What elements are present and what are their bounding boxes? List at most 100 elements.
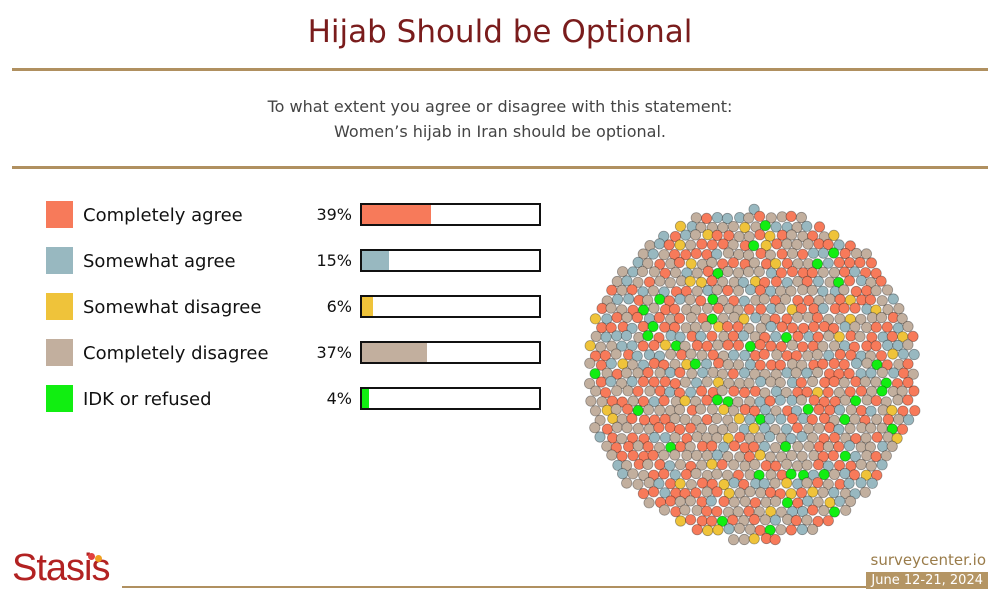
respondent-dot [659, 432, 672, 444]
respondent-dot [848, 469, 861, 481]
respondent-dot [674, 423, 686, 436]
respondent-dot [680, 249, 692, 261]
respondent-dot [701, 376, 713, 388]
respondent-dot [860, 469, 872, 481]
respondent-dot [738, 295, 750, 307]
respondent-dot [716, 515, 728, 527]
respondent-dot [844, 386, 856, 398]
respondent-dot [839, 450, 851, 462]
respondent-dot [775, 413, 787, 425]
respondent-dot [839, 413, 851, 426]
respondent-dot [722, 265, 734, 278]
respondent-dot [881, 284, 894, 296]
respondent-dot [780, 386, 792, 399]
respondent-dot [632, 478, 644, 490]
respondent-dot [817, 247, 829, 259]
respondent-dot [861, 394, 873, 406]
respondent-dot [833, 459, 846, 472]
respondent-dot [849, 395, 862, 407]
question-divider [12, 166, 988, 169]
respondent-dot [758, 293, 770, 305]
respondent-dot [833, 441, 845, 453]
respondent-dot [721, 212, 733, 225]
value-label: 6% [326, 297, 352, 316]
respondent-dot [673, 256, 686, 269]
respondent-dot [865, 367, 877, 379]
respondent-dot [844, 240, 856, 252]
respondent-dot [795, 211, 807, 224]
respondent-dot [669, 230, 682, 243]
respondent-dot [674, 478, 686, 490]
respondent-dot [732, 267, 744, 279]
respondent-dot [897, 348, 909, 360]
respondent-dot [803, 423, 815, 435]
site-link[interactable]: surveycenter.io [870, 551, 986, 569]
value-label: 4% [326, 389, 352, 408]
respondent-dot [737, 330, 750, 342]
respondent-dot [785, 524, 797, 536]
respondent-dot [702, 302, 714, 314]
respondent-dot [807, 504, 819, 516]
respondent-dot [702, 524, 714, 537]
respondent-dot [711, 229, 723, 242]
respondent-dot [786, 449, 798, 462]
respondent-dot [626, 376, 638, 388]
respondent-dot [886, 404, 898, 416]
respondent-dot [834, 495, 846, 507]
respondent-dot [605, 322, 617, 334]
respondent-dot [817, 486, 829, 498]
respondent-dot [670, 506, 682, 518]
respondent-dot [765, 505, 777, 518]
respondent-dot [590, 330, 602, 342]
legend-label: Somewhat disagree [83, 297, 262, 318]
respondent-dot [642, 330, 654, 342]
respondent-dot [616, 304, 628, 316]
respondent-dot [823, 349, 835, 361]
respondent-dot [620, 330, 633, 342]
respondent-dot [769, 423, 781, 436]
legend-swatch [46, 247, 73, 274]
respondent-dot [664, 277, 676, 289]
respondent-dot [589, 368, 601, 380]
respondent-dot [728, 311, 740, 323]
respondent-dot [881, 359, 893, 371]
respondent-dot [786, 413, 799, 425]
respondent-dot [834, 313, 846, 325]
respondent-dot [590, 385, 602, 397]
respondent-dot [754, 284, 766, 296]
respondent-dot [738, 367, 751, 379]
respondent-dot [611, 421, 623, 433]
respondent-dot [712, 339, 724, 351]
respondent-dot [611, 293, 624, 306]
respondent-dot [893, 413, 905, 425]
respondent-dot [786, 322, 799, 334]
respondent-dot [653, 311, 666, 324]
respondent-dot [770, 221, 782, 233]
respondent-dot [674, 404, 686, 416]
respondent-dot [875, 275, 887, 287]
respondent-dot [707, 366, 719, 378]
respondent-dot [765, 376, 777, 388]
respondent-dot [744, 523, 756, 535]
respondent-dot [749, 405, 761, 417]
respondent-dot [659, 339, 672, 351]
respondent-dot [790, 367, 802, 379]
respondent-dot [822, 478, 834, 490]
respondent-dot [643, 276, 656, 288]
respondent-dot [802, 311, 814, 323]
respondent-dot [758, 440, 771, 453]
respondent-dot [685, 478, 697, 491]
respondent-dot [902, 358, 914, 370]
respondent-dot [811, 258, 823, 270]
respondent-dot [838, 284, 850, 296]
respondent-dot [674, 239, 686, 251]
respondent-dot [723, 487, 735, 499]
respondent-dot [876, 459, 888, 471]
respondent-dot [812, 366, 824, 378]
respondent-dot [644, 385, 656, 397]
bar [362, 251, 389, 270]
respondent-dot [843, 440, 855, 452]
respondent-dot [860, 432, 872, 444]
respondent-dot [680, 468, 693, 480]
respondent-dot [801, 275, 813, 288]
